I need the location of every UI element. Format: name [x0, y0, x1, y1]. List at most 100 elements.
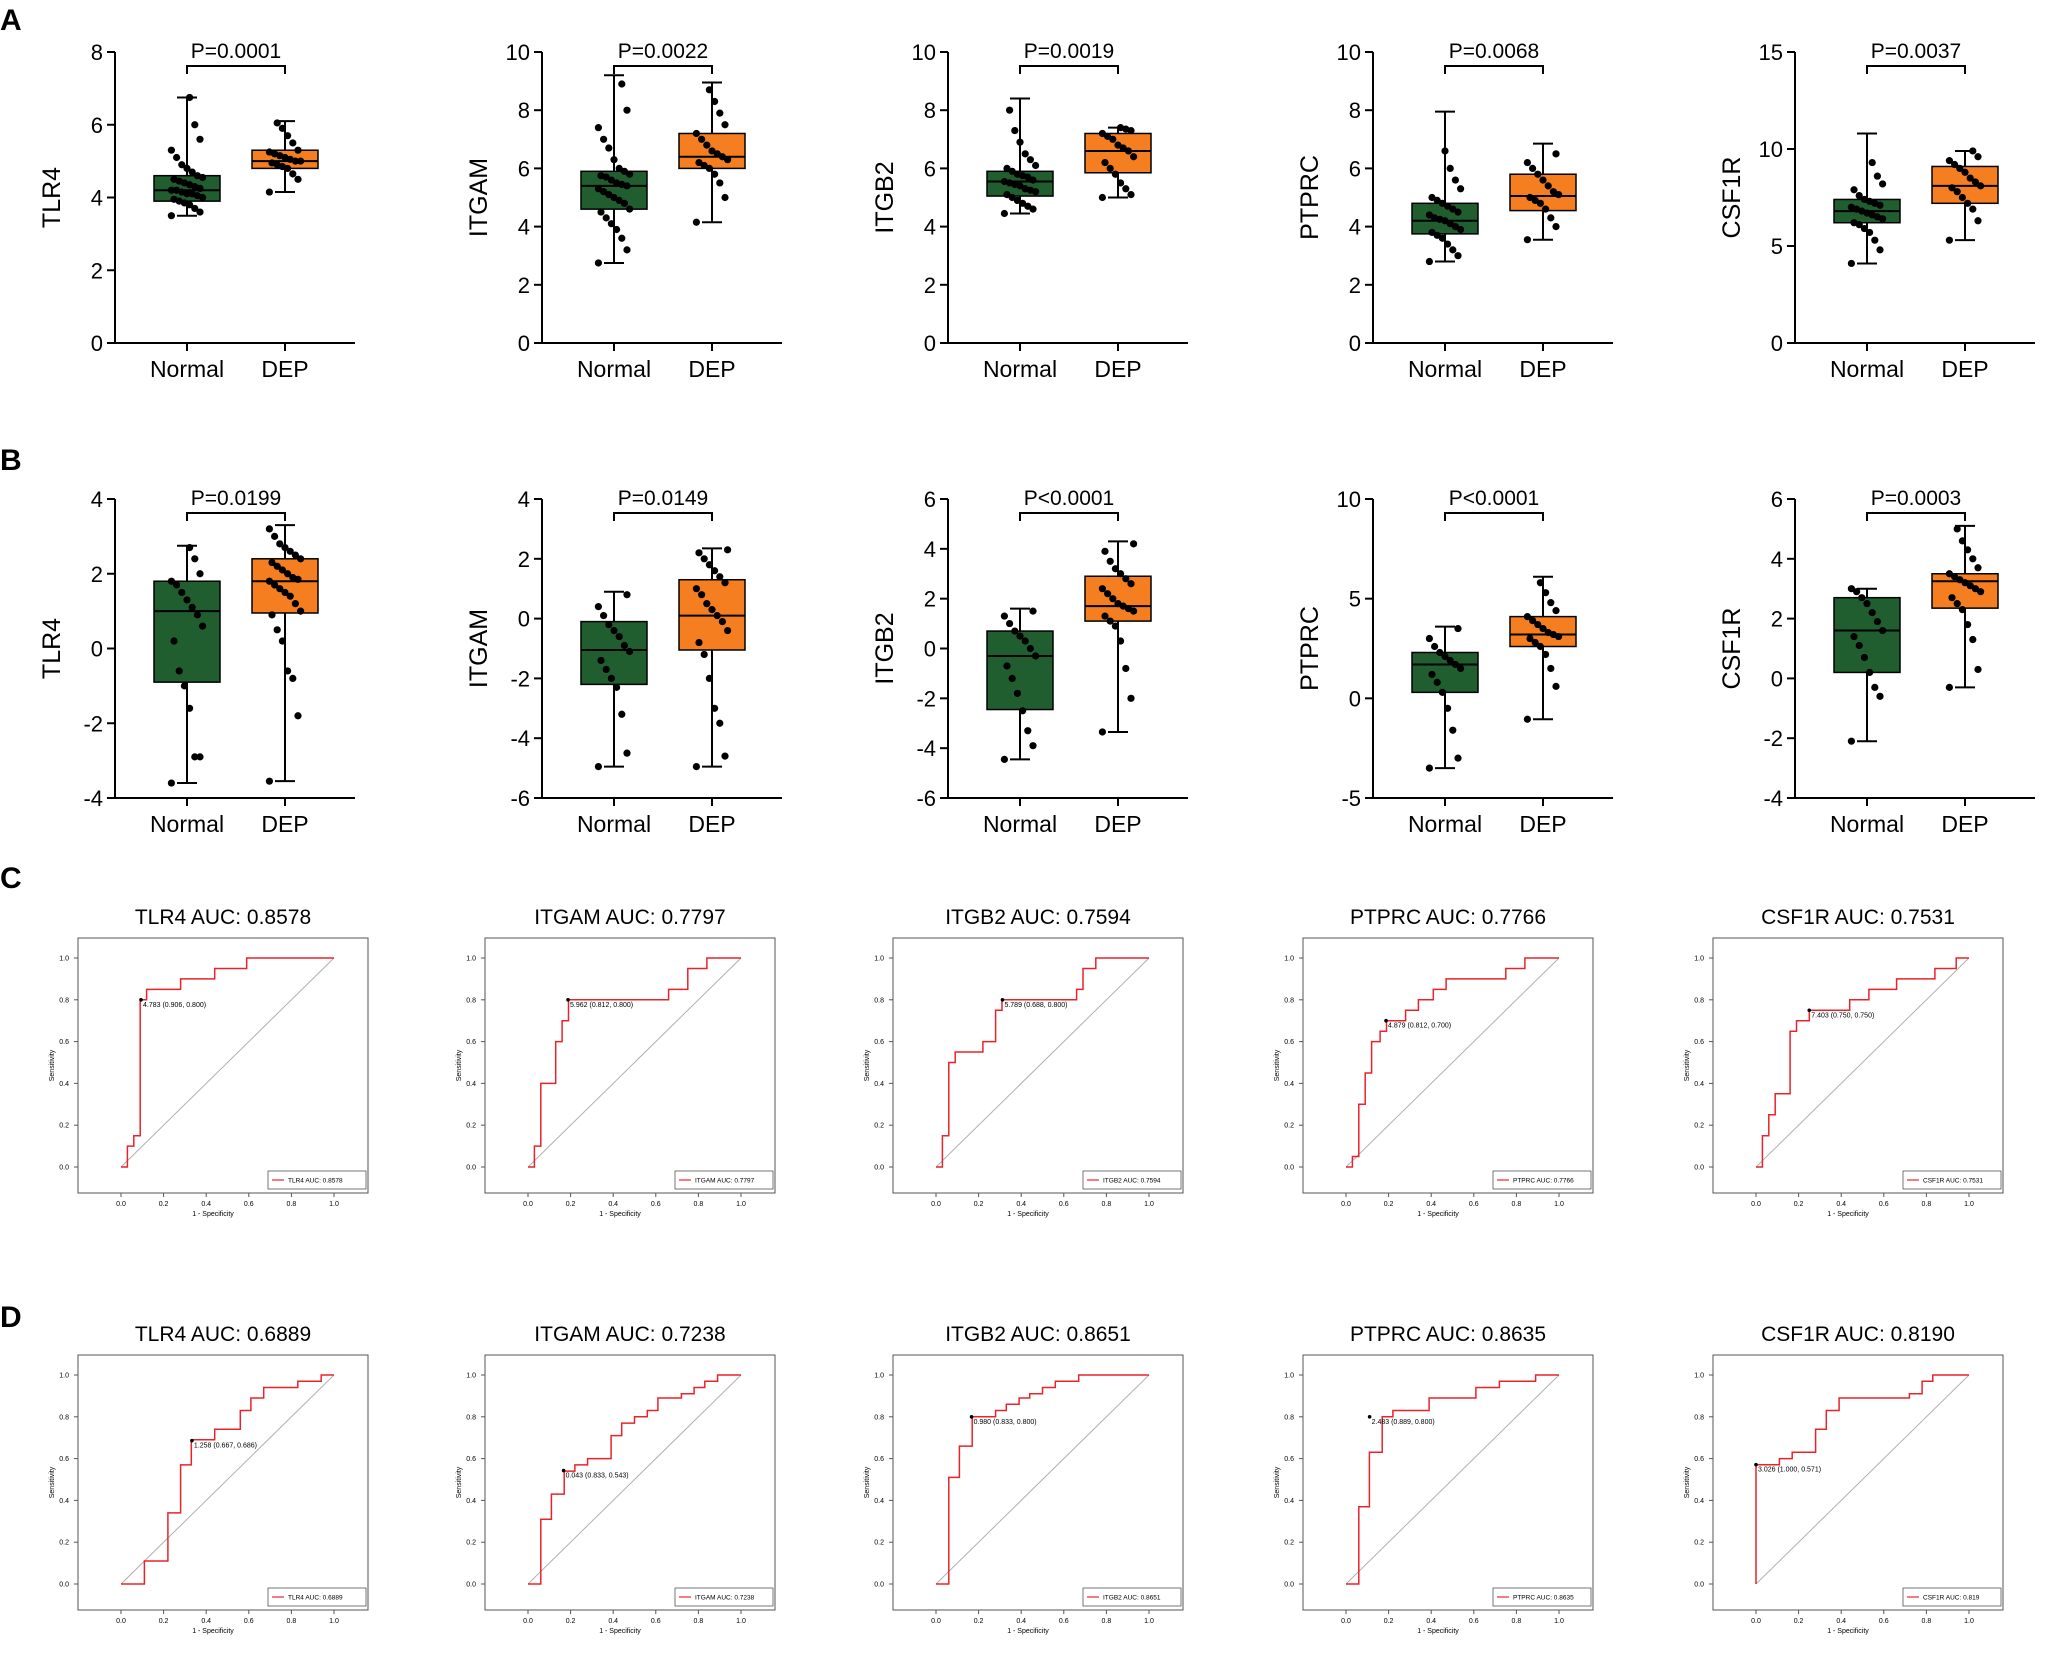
normal-point: [620, 641, 629, 650]
category-label: Normal: [983, 356, 1057, 382]
y-tick-label: 8: [518, 98, 530, 123]
y-tick-label: 4: [924, 537, 936, 562]
dep-point: [284, 132, 292, 140]
y-tick-label: 0.0: [59, 1165, 69, 1172]
normal-point: [183, 164, 191, 172]
y-tick-label: 0.2: [1284, 1123, 1294, 1130]
normal-point: [1006, 106, 1014, 114]
normal-point: [615, 164, 623, 172]
y-tick-label: 1.0: [466, 1373, 476, 1380]
y-tick-label: -4: [1763, 786, 1783, 811]
boxplot-b-tlr4: -4 -2 0 2 4 TLR4 Normal DEP P=0.0199: [38, 487, 355, 837]
dep-point: [289, 674, 297, 683]
dep-point: [713, 612, 721, 620]
normal-point: [1850, 219, 1858, 227]
dep-point: [703, 600, 711, 608]
y-tick-label: 0.2: [59, 1540, 69, 1547]
dep-point: [1539, 176, 1547, 184]
boxplot-a-csf1r: 0 5 10 15 CSF1R Normal DEP P=0.0037: [1718, 40, 2035, 382]
pvalue-label: P=0.0001: [191, 40, 282, 63]
normal-point: [1451, 176, 1459, 184]
y-tick-label: 2: [924, 273, 936, 298]
category-label: Normal: [1408, 811, 1482, 837]
normal-point: [1873, 172, 1881, 180]
y-axis-label: CSF1R: [1718, 157, 1746, 239]
dep-point: [1117, 570, 1125, 578]
y-tick-label: 0.6: [59, 1039, 69, 1046]
best-threshold-point: [566, 998, 570, 1002]
dep-point: [1114, 600, 1122, 608]
dep-point: [695, 638, 703, 647]
dep-point: [721, 121, 729, 129]
pvalue-bracket: [1866, 512, 1966, 521]
charts-layer: 0 2 4 6 8 TLR4 Normal DEP P=0.0001 0 2 4 6 8 10 ITGAM No…: [38, 40, 2035, 1635]
roc-curve: [1346, 957, 1559, 1168]
dep-point: [1111, 170, 1119, 178]
dep-point: [1552, 682, 1560, 690]
normal-point: [170, 637, 178, 645]
dep-point: [1951, 160, 1959, 169]
normal-point: [1024, 727, 1032, 735]
dep-point: [718, 617, 727, 626]
x-tick-label: 1.0: [736, 1618, 746, 1625]
y-tick-label: 6: [518, 156, 530, 181]
legend-label: CSF1R AUC: 0.7531: [1923, 1178, 1983, 1185]
normal-point: [170, 195, 178, 203]
chance-diagonal: [120, 1374, 335, 1585]
normal-point: [196, 208, 204, 216]
x-tick-label: 0.6: [1469, 1618, 1479, 1625]
dep-point: [703, 141, 711, 149]
legend-label: TLR4 AUC: 0.6889: [288, 1595, 343, 1602]
category-label: Normal: [150, 811, 224, 837]
roc-d-csf1r: CSF1R AUC: 0.8190 0.0 0.0 0.2 0.2 0.4 0.4 0.6 0.…: [1684, 1323, 2004, 1635]
dep-point: [1523, 236, 1531, 244]
normal-point: [597, 208, 605, 216]
dep-point: [286, 547, 294, 555]
normal-point: [191, 753, 199, 761]
dep-point: [708, 147, 716, 155]
normal-point: [1016, 138, 1024, 146]
plot-frame: [77, 1354, 369, 1611]
y-tick-label: 2: [518, 547, 530, 572]
y-tick-label: 8: [924, 98, 936, 123]
dep-point: [1130, 540, 1138, 548]
normal-point: [1026, 644, 1034, 653]
normal-point: [1000, 755, 1009, 763]
y-tick-label: 0.4: [1694, 1081, 1704, 1088]
normal-point: [1850, 632, 1858, 641]
y-tick-label: 0.4: [1284, 1081, 1294, 1088]
dep-point: [291, 551, 299, 559]
x-tick-label: 0.4: [1016, 1618, 1026, 1625]
dep-point: [698, 135, 706, 143]
normal-point: [1868, 158, 1876, 167]
dep-point: [1122, 185, 1130, 193]
normal-point: [1011, 627, 1019, 635]
dep-box: [1084, 575, 1152, 622]
y-axis-label: Sensitivity: [456, 1049, 463, 1081]
pvalue-label: P=0.0149: [618, 487, 709, 510]
y-tick-label: 0.0: [874, 1582, 884, 1589]
best-threshold-label: 1.258 (0.667, 0.686): [194, 1443, 257, 1450]
boxplot-a-itgam: 0 2 4 6 8 10 ITGAM Normal DEP P=0.0022: [465, 40, 782, 382]
legend-box: [1492, 1170, 1592, 1190]
x-tick-label: 0.6: [651, 1618, 661, 1625]
dep-point: [1098, 728, 1106, 736]
panel-label-c: C: [0, 862, 22, 895]
y-axis-label: Sensitivity: [1274, 1049, 1281, 1081]
dep-point: [1948, 184, 1956, 192]
y-tick-label: 0.4: [1694, 1498, 1704, 1505]
normal-point: [594, 763, 603, 771]
x-tick-label: 0.4: [201, 1201, 211, 1208]
roc-d-tlr4: TLR4 AUC: 0.6889 0.0 0.0 0.2 0.2 0.4 0.4 0.6 0.6…: [49, 1323, 369, 1635]
normal-point: [1011, 126, 1019, 135]
roc-c-ptprc: PTPRC AUC: 0.7766 0.0 0.0 0.2 0.2 0.4 0.4 0.6 0.…: [1274, 906, 1594, 1218]
dep-point: [268, 159, 276, 167]
normal-point: [1444, 704, 1452, 712]
dep-point: [1109, 595, 1117, 603]
legend-box: [674, 1170, 774, 1190]
y-tick-label: -2: [83, 711, 103, 736]
dep-point: [1945, 157, 1953, 165]
x-tick-label: 0.0: [1341, 1618, 1351, 1625]
dep-point: [711, 170, 719, 178]
dep-point: [1549, 188, 1557, 196]
